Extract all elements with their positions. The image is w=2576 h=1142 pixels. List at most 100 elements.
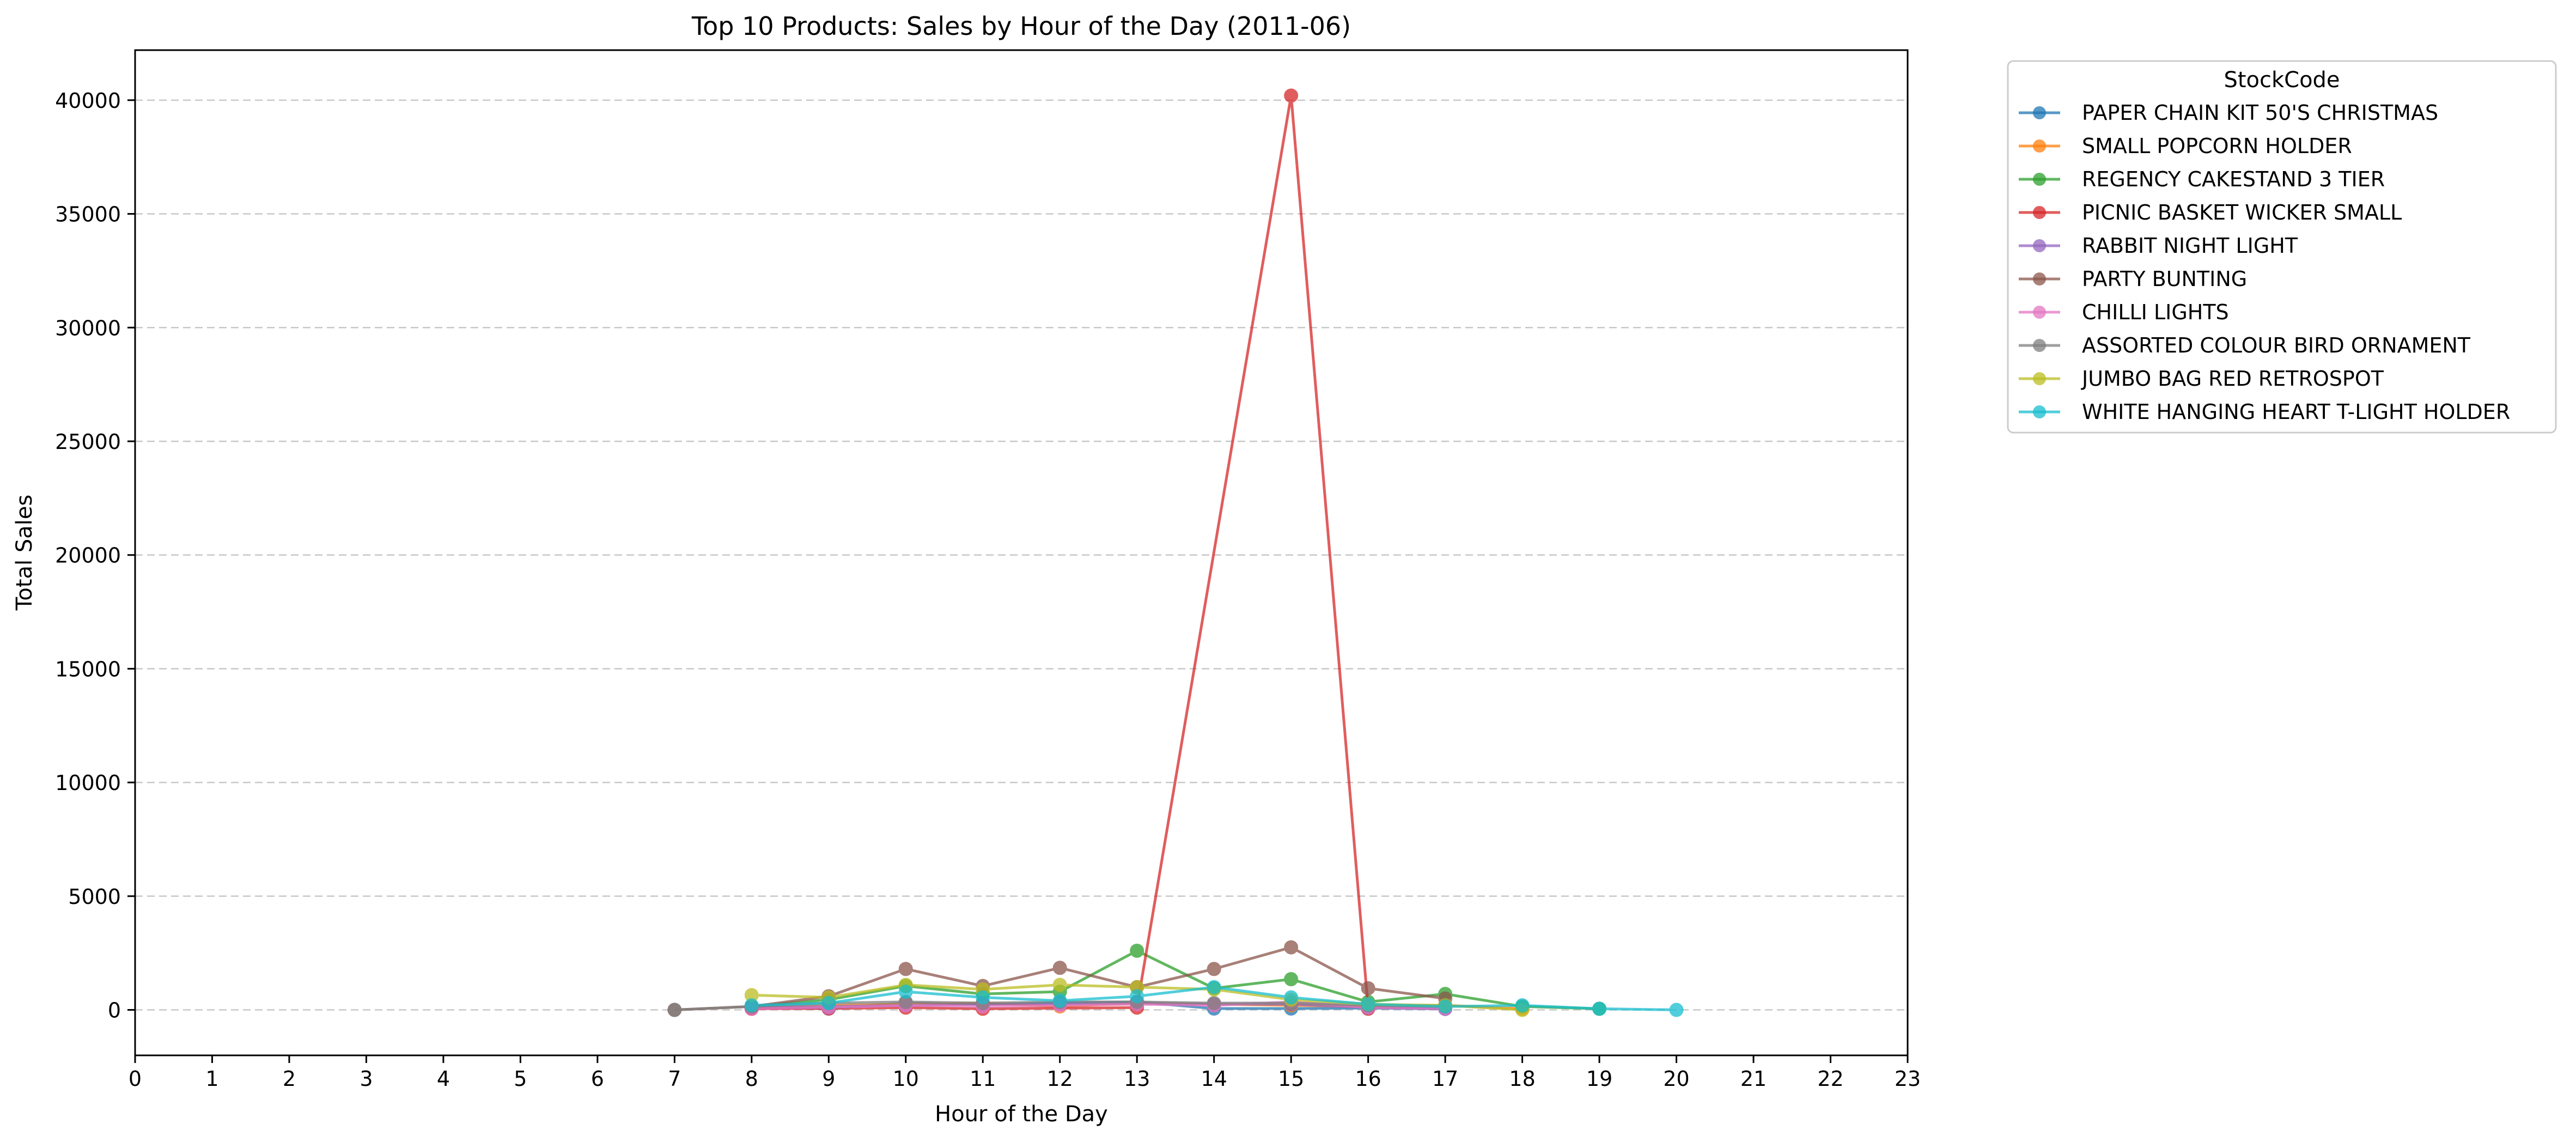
legend-label: SMALL POPCORN HOLDER xyxy=(2082,134,2352,158)
x-axis: 0 1 2 3 4 5 6 7 8 9 10 11 12 13 14 15 16 17 18 19 20 21 22 23 xyxy=(129,1055,1921,1091)
x-tick-label: 20 xyxy=(1663,1067,1689,1091)
data-point xyxy=(1207,980,1221,994)
chart-title: Top 10 Products: Sales by Hour of the Da… xyxy=(691,11,1351,41)
legend-entry: WHITE HANGING HEART T-LIGHT HOLDER xyxy=(2019,400,2510,424)
x-tick-label: 2 xyxy=(283,1067,296,1091)
data-point xyxy=(1052,977,1067,992)
data-point xyxy=(1361,981,1375,995)
legend-entry: REGENCY CAKESTAND 3 TIER xyxy=(2019,167,2385,191)
y-tick-label: 10000 xyxy=(55,771,121,795)
legend-marker xyxy=(2033,106,2046,119)
legend-label: RABBIT NIGHT LIGHT xyxy=(2082,234,2298,258)
data-point xyxy=(1438,999,1453,1014)
x-tick-label: 4 xyxy=(437,1067,450,1091)
data-point xyxy=(1669,1003,1684,1017)
x-tick-label: 5 xyxy=(514,1067,527,1091)
data-point xyxy=(744,998,759,1013)
legend-entry: ASSORTED COLOUR BIRD ORNAMENT xyxy=(2019,333,2471,357)
y-tick-label: 20000 xyxy=(55,544,121,568)
legend: StockCode PAPER CHAIN KIT 50'S CHRISTMAS… xyxy=(2007,60,2557,434)
x-tick-label: 23 xyxy=(1895,1067,1921,1091)
y-tick-label: 15000 xyxy=(55,657,121,681)
x-tick-label: 22 xyxy=(1817,1067,1843,1091)
legend-label: WHITE HANGING HEART T-LIGHT HOLDER xyxy=(2082,400,2510,424)
x-tick-label: 6 xyxy=(591,1067,604,1091)
data-point xyxy=(1515,998,1530,1013)
x-tick-label: 8 xyxy=(745,1067,758,1091)
x-tick-label: 11 xyxy=(970,1067,996,1091)
legend-label: JUMBO BAG RED RETROSPOT xyxy=(2081,367,2384,391)
legend-marker xyxy=(2033,139,2046,153)
y-tick-label: 30000 xyxy=(55,316,121,340)
legend-entry: SMALL POPCORN HOLDER xyxy=(2019,134,2352,158)
data-point xyxy=(976,990,990,1005)
data-point xyxy=(667,1003,682,1017)
y-tick-label: 40000 xyxy=(55,89,121,113)
legend-marker xyxy=(2033,272,2046,286)
legend-marker xyxy=(2033,173,2046,186)
x-tick-label: 3 xyxy=(360,1067,373,1091)
y-axis: 0 5000 10000 15000 20000 25000 30000 35000 40000 xyxy=(55,89,135,1023)
x-tick-label: 1 xyxy=(205,1067,218,1091)
x-tick-label: 18 xyxy=(1509,1067,1535,1091)
legend-entry: PARTY BUNTING xyxy=(2019,267,2247,291)
legend-marker xyxy=(2033,372,2046,385)
legend-label: PARTY BUNTING xyxy=(2082,267,2247,291)
data-point xyxy=(1361,997,1375,1012)
data-point xyxy=(1284,990,1299,1005)
data-point xyxy=(1284,972,1299,987)
x-tick-label: 7 xyxy=(668,1067,681,1091)
data-point xyxy=(1052,961,1067,975)
x-tick-label: 14 xyxy=(1201,1067,1227,1091)
legend-marker xyxy=(2033,405,2046,418)
data-point xyxy=(1052,993,1067,1008)
x-tick-label: 16 xyxy=(1355,1067,1381,1091)
x-tick-label: 0 xyxy=(129,1067,142,1091)
x-tick-label: 12 xyxy=(1047,1067,1073,1091)
data-point xyxy=(1592,1001,1607,1016)
y-tick-label: 25000 xyxy=(55,430,121,454)
legend-box xyxy=(2007,60,2557,434)
x-tick-label: 10 xyxy=(893,1067,919,1091)
data-point xyxy=(898,985,913,999)
legend-entry: PAPER CHAIN KIT 50'S CHRISTMAS xyxy=(2019,101,2438,125)
y-tick-label: 0 xyxy=(108,999,121,1023)
x-tick-label: 21 xyxy=(1740,1067,1767,1091)
legend-entry: PICNIC BASKET WICKER SMALL xyxy=(2019,201,2402,224)
data-point xyxy=(1284,940,1299,955)
legend-label: CHILLI LIGHTS xyxy=(2082,300,2229,324)
x-tick-label: 13 xyxy=(1124,1067,1150,1091)
x-tick-label: 19 xyxy=(1586,1067,1612,1091)
legend-entry: CHILLI LIGHTS xyxy=(2019,300,2229,324)
legend-marker xyxy=(2033,306,2046,319)
data-point xyxy=(1207,962,1221,976)
legend-entry: JUMBO BAG RED RETROSPOT xyxy=(2019,367,2384,391)
y-tick-label: 35000 xyxy=(55,203,121,227)
legend-marker xyxy=(2033,239,2046,252)
legend-label: PICNIC BASKET WICKER SMALL xyxy=(2082,201,2402,224)
data-point xyxy=(898,962,913,976)
data-point xyxy=(1207,995,1221,1010)
legend-entry: RABBIT NIGHT LIGHT xyxy=(2019,234,2298,258)
x-axis-label: Hour of the Day xyxy=(935,1102,1108,1127)
data-point xyxy=(1130,989,1144,1004)
data-point xyxy=(1284,88,1299,103)
legend-title: StockCode xyxy=(2224,68,2340,93)
y-tick-label: 5000 xyxy=(68,885,121,909)
x-tick-label: 15 xyxy=(1278,1067,1304,1091)
data-point xyxy=(821,995,836,1010)
legend-label: PAPER CHAIN KIT 50'S CHRISTMAS xyxy=(2082,101,2438,125)
x-tick-label: 17 xyxy=(1432,1067,1458,1091)
legend-marker xyxy=(2033,206,2046,219)
legend-marker xyxy=(2033,339,2046,352)
legend-label: ASSORTED COLOUR BIRD ORNAMENT xyxy=(2082,333,2471,357)
x-tick-label: 9 xyxy=(822,1067,835,1091)
plot-frame xyxy=(134,49,1909,1056)
y-axis-label: Total Sales xyxy=(12,495,37,611)
legend-label: REGENCY CAKESTAND 3 TIER xyxy=(2082,167,2385,191)
series-layer xyxy=(667,88,1684,1017)
series-10 xyxy=(744,980,1684,1017)
legend-items: PAPER CHAIN KIT 50'S CHRISTMAS SMALL POPC… xyxy=(2019,101,2510,424)
data-point xyxy=(1130,943,1144,958)
